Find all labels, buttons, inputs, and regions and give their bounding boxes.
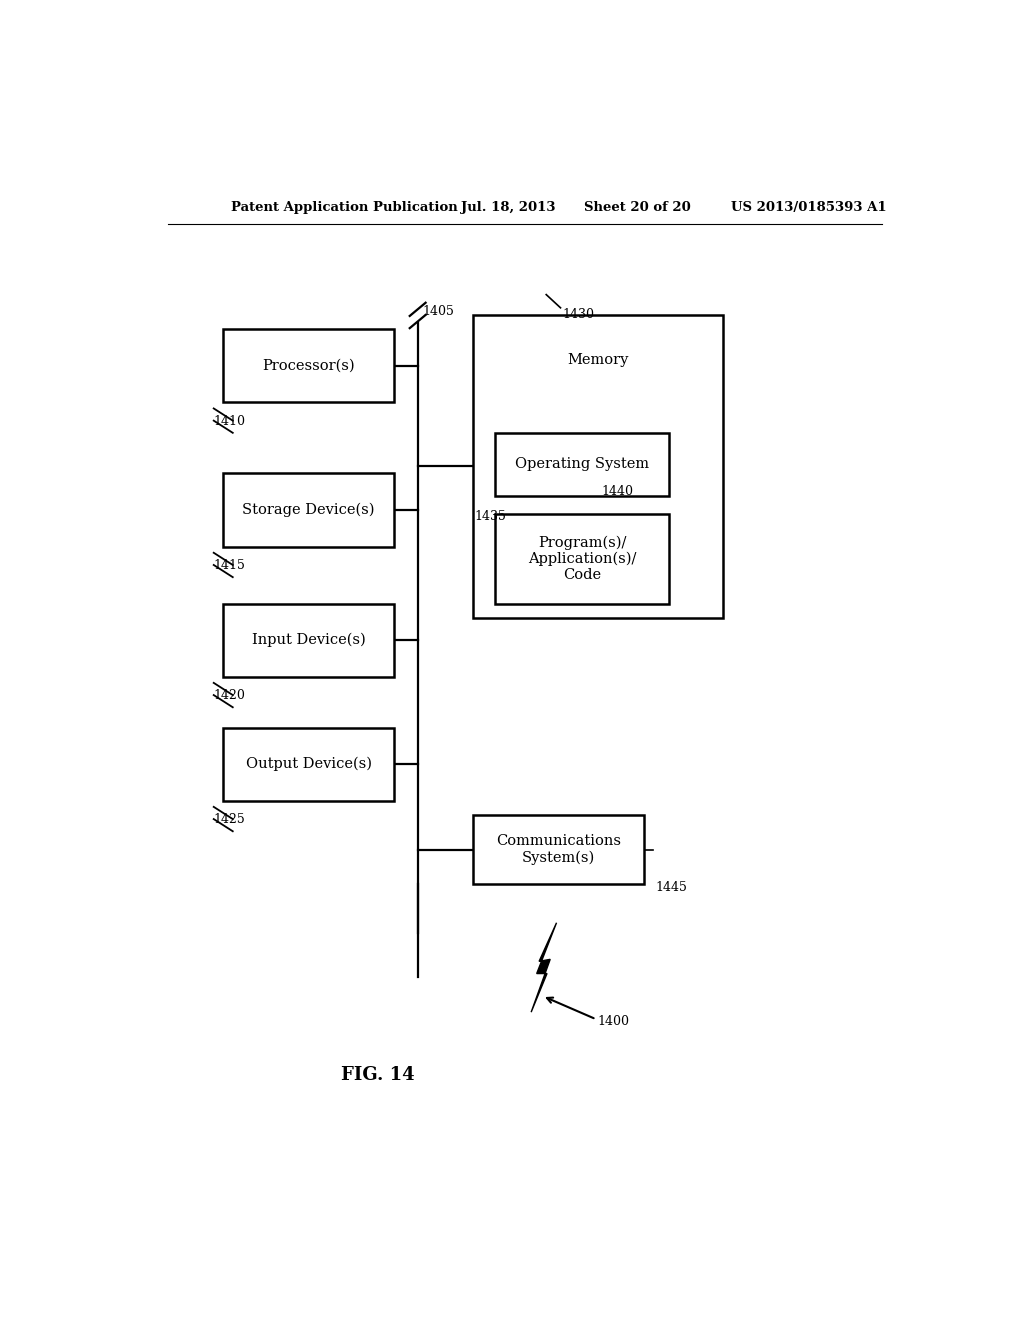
Text: 1405: 1405 bbox=[423, 305, 455, 318]
Bar bbox=[473, 814, 644, 884]
Bar bbox=[223, 603, 394, 677]
Bar bbox=[473, 315, 723, 618]
Text: Memory: Memory bbox=[567, 352, 629, 367]
Bar bbox=[495, 433, 670, 496]
Text: Patent Application Publication: Patent Application Publication bbox=[231, 201, 458, 214]
Text: Jul. 18, 2013: Jul. 18, 2013 bbox=[461, 201, 556, 214]
Text: 1435: 1435 bbox=[474, 510, 506, 523]
Text: FIG. 14: FIG. 14 bbox=[341, 1067, 415, 1084]
Bar bbox=[495, 515, 670, 603]
Text: Processor(s): Processor(s) bbox=[262, 359, 355, 372]
Text: Program(s)/
Application(s)/
Code: Program(s)/ Application(s)/ Code bbox=[527, 535, 636, 582]
Text: Sheet 20 of 20: Sheet 20 of 20 bbox=[585, 201, 691, 214]
Text: Communications
System(s): Communications System(s) bbox=[496, 834, 621, 865]
Text: 1400: 1400 bbox=[598, 1015, 630, 1028]
Text: Output Device(s): Output Device(s) bbox=[246, 756, 372, 771]
Text: Operating System: Operating System bbox=[515, 457, 649, 471]
Text: US 2013/0185393 A1: US 2013/0185393 A1 bbox=[731, 201, 887, 214]
Text: 1420: 1420 bbox=[214, 689, 246, 702]
Text: 1425: 1425 bbox=[214, 813, 246, 826]
Text: Storage Device(s): Storage Device(s) bbox=[243, 503, 375, 517]
Text: 1430: 1430 bbox=[562, 308, 594, 321]
Text: 1415: 1415 bbox=[214, 558, 246, 572]
Bar bbox=[223, 727, 394, 801]
Text: 1445: 1445 bbox=[655, 880, 687, 894]
Text: 1440: 1440 bbox=[601, 484, 633, 498]
Text: 1410: 1410 bbox=[214, 414, 246, 428]
Bar bbox=[223, 474, 394, 546]
Polygon shape bbox=[531, 923, 557, 1012]
Text: Input Device(s): Input Device(s) bbox=[252, 634, 366, 647]
Bar bbox=[223, 329, 394, 403]
